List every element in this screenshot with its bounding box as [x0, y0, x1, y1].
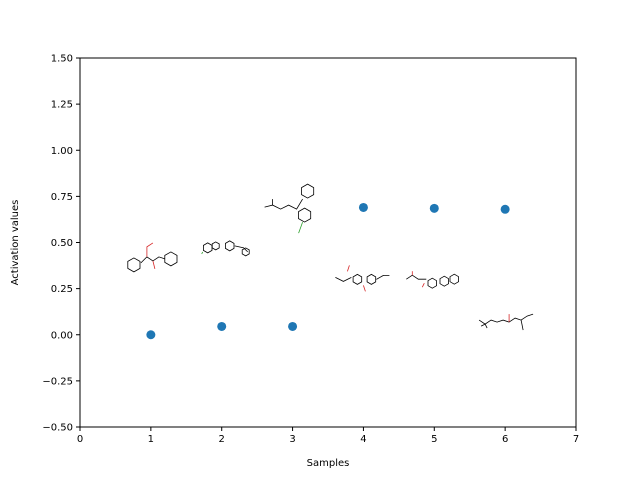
x-tick-label: 2 [219, 434, 225, 445]
molecule-structure-image [478, 313, 534, 331]
x-axis-ticks: 0 1 2 3 4 5 6 7 [77, 427, 579, 445]
molecule-structure-image [335, 265, 390, 292]
x-tick-label: 0 [77, 434, 83, 445]
y-tick-label: −0.25 [42, 376, 73, 387]
y-tick-label: 0.00 [51, 330, 73, 341]
y-tick-label: 1.25 [51, 100, 73, 111]
data-point [358, 202, 368, 212]
x-tick-label: 6 [502, 434, 508, 445]
y-tick-label: 1.00 [51, 146, 73, 157]
molecule-structure-image [127, 242, 178, 273]
data-points [146, 202, 510, 340]
y-tick-label: −0.50 [42, 423, 73, 434]
y-axis-ticks: −0.50 −0.25 0.00 0.25 0.50 0.75 1.00 1.25 1.50 [42, 54, 80, 434]
molecule-structure-image [406, 271, 459, 289]
data-point [429, 203, 439, 213]
y-tick-label: 1.50 [51, 54, 73, 65]
molecule-annotations [127, 183, 534, 331]
y-tick-label: 0.50 [51, 238, 73, 249]
x-axis-title: Samples [307, 458, 350, 469]
x-tick-label: 4 [360, 434, 366, 445]
x-tick-label: 3 [289, 434, 295, 445]
y-tick-label: 0.25 [51, 284, 73, 295]
molecule-structure-image [201, 240, 250, 257]
data-point [146, 330, 156, 340]
data-point [500, 204, 510, 214]
x-tick-label: 7 [573, 434, 579, 445]
data-point [217, 321, 227, 331]
x-tick-label: 1 [148, 434, 154, 445]
y-tick-label: 0.75 [51, 192, 73, 203]
molecule-structure-image [264, 183, 315, 234]
data-point [288, 321, 298, 331]
x-tick-label: 5 [431, 434, 437, 445]
y-axis-title: Activation values [10, 200, 21, 286]
